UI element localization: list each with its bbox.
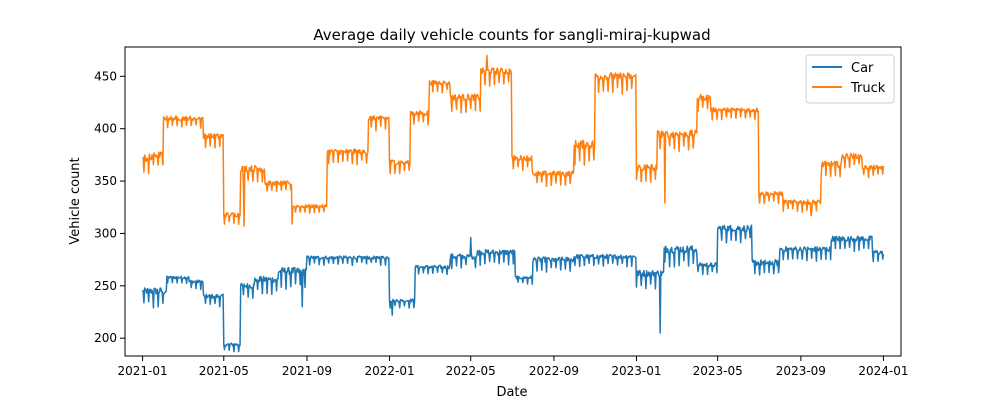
y-axis-label: Vehicle count xyxy=(68,157,83,244)
x-axis-label: Date xyxy=(496,385,527,400)
x-tick-label: 2022-01 xyxy=(364,364,414,378)
x-tick-label: 2023-01 xyxy=(611,364,661,378)
x-tick-label: 2021-09 xyxy=(282,364,332,378)
chart-title: Average daily vehicle counts for sangli-… xyxy=(313,26,710,44)
y-tick-label: 400 xyxy=(94,122,117,136)
series-line-car xyxy=(141,224,885,353)
y-tick-label: 250 xyxy=(94,279,117,293)
x-tick-label: 2024-01 xyxy=(858,364,908,378)
legend-label-car: Car xyxy=(851,61,874,76)
y-axis-ticks: 200 250 300 350 400 450 xyxy=(94,69,125,345)
x-tick-label: 2021-05 xyxy=(199,364,249,378)
legend: Car Truck xyxy=(805,54,895,104)
x-tick-label: 2023-05 xyxy=(693,364,743,378)
x-tick-label: 2022-05 xyxy=(446,364,496,378)
x-tick-label: 2021-01 xyxy=(118,364,168,378)
y-tick-label: 450 xyxy=(94,69,117,83)
x-tick-label: 2023-09 xyxy=(776,364,826,378)
y-tick-label: 200 xyxy=(94,331,117,345)
plot-frame xyxy=(124,46,902,357)
legend-label-truck: Truck xyxy=(850,81,886,96)
series-layer xyxy=(141,54,885,353)
x-axis-ticks: 2021-01 2021-05 2021-09 2022-01 2022-05 2022-… xyxy=(118,356,908,378)
y-tick-label: 300 xyxy=(94,226,117,240)
y-tick-label: 350 xyxy=(94,174,117,188)
series-line-truck xyxy=(141,54,885,227)
x-tick-label: 2022-09 xyxy=(529,364,579,378)
